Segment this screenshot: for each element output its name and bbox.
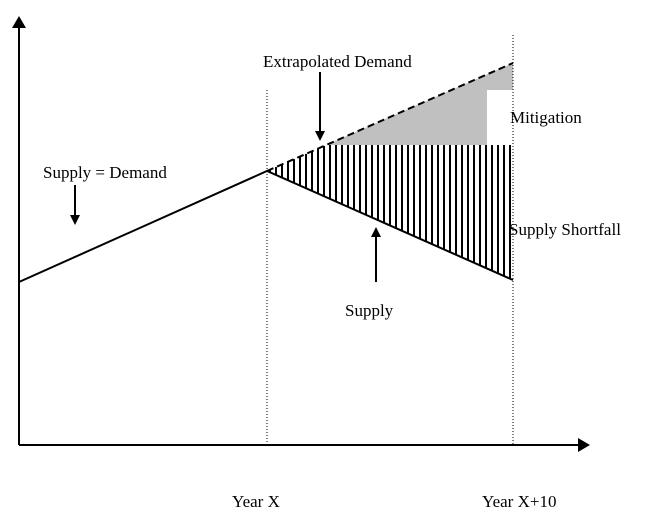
x-tick-label: Year X+10 [482,492,556,511]
x-tick-label: Year X [232,492,280,511]
shortfall-hatching [269,145,511,279]
label: Extrapolated Demand [263,52,412,71]
extrapolated-demand-line [266,62,514,172]
label: Supply = Demand [43,163,167,182]
label: Supply Shortfall [509,220,621,239]
label: Supply [345,301,394,320]
label: Mitigation [510,108,582,127]
